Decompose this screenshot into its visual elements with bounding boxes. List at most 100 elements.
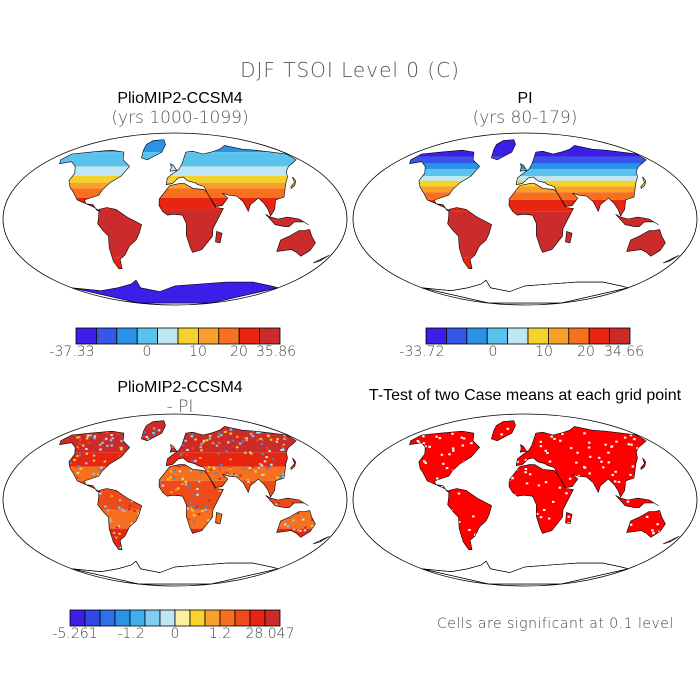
grid-cell xyxy=(681,489,684,491)
grid-cell xyxy=(552,552,555,554)
grid-cell xyxy=(195,554,198,556)
grid-cell xyxy=(339,511,342,513)
grid-cell xyxy=(601,556,604,558)
grid-cell xyxy=(76,476,80,479)
grid-cell xyxy=(218,489,222,492)
grid-cell xyxy=(75,533,78,536)
grid-cell xyxy=(229,538,232,541)
grid-cell xyxy=(512,544,516,547)
grid-cell xyxy=(197,480,201,483)
grid-cell xyxy=(76,487,79,490)
tick-label: 28.047 xyxy=(245,626,295,642)
grid-cell xyxy=(602,539,605,542)
grid-cell xyxy=(249,432,253,435)
grid-cell xyxy=(30,500,33,502)
grid-cell xyxy=(229,468,232,471)
grid-cell xyxy=(258,484,262,487)
grid-cell xyxy=(259,485,262,488)
grid-cell xyxy=(196,483,199,486)
grid-cell xyxy=(243,543,247,546)
grid-cell xyxy=(270,547,274,550)
grid-cell xyxy=(37,547,40,549)
grid-cell xyxy=(164,444,167,447)
grid-cell xyxy=(94,497,97,500)
grid-cell xyxy=(403,488,406,490)
grid-cell xyxy=(217,452,220,455)
grid-cell xyxy=(143,532,146,535)
grid-cell xyxy=(332,503,335,505)
grid-cell xyxy=(124,536,128,539)
grid-cell xyxy=(25,468,28,470)
grid-cell xyxy=(293,468,297,471)
grid-cell xyxy=(173,437,177,440)
grid-cell xyxy=(304,477,308,480)
grid-cell xyxy=(182,503,185,506)
grid-cell xyxy=(609,524,613,527)
grid-cell xyxy=(621,528,625,531)
grid-cell xyxy=(186,497,190,500)
grid-cell xyxy=(77,555,80,557)
grid-cell xyxy=(55,509,58,511)
grid-cell xyxy=(429,555,432,557)
grid-cell xyxy=(420,538,423,541)
grid-cell xyxy=(42,536,45,538)
grid-cell xyxy=(119,465,123,468)
grid-cell xyxy=(316,533,320,536)
grid-cell xyxy=(317,535,321,538)
grid-cell xyxy=(483,443,486,446)
grid-cell xyxy=(331,488,334,490)
grid-cell xyxy=(215,553,218,555)
grid-cell xyxy=(164,515,167,518)
grid-cell xyxy=(78,454,81,457)
grid-cell xyxy=(16,511,19,513)
grid-cell xyxy=(166,455,169,458)
temperature-band xyxy=(409,420,680,550)
grid-cell xyxy=(310,486,314,489)
grid-cell xyxy=(299,506,302,509)
grid-cell xyxy=(477,437,481,440)
grid-cell xyxy=(103,547,106,550)
grid-cell xyxy=(83,551,86,553)
grid-cell xyxy=(285,436,288,439)
grid-cell xyxy=(383,499,386,501)
map-panel-1 xyxy=(2,132,348,306)
grid-cell xyxy=(124,455,128,458)
grid-cell xyxy=(590,500,593,503)
colorbar-swatch xyxy=(548,327,570,345)
grid-cell xyxy=(451,520,454,523)
grid-cell xyxy=(241,440,245,443)
grid-cell xyxy=(690,490,693,492)
grid-cell xyxy=(667,514,671,517)
grid-cell xyxy=(221,424,224,427)
grid-cell xyxy=(583,466,586,469)
grid-cell xyxy=(235,446,239,449)
grid-cell xyxy=(481,549,484,550)
grid-cell xyxy=(64,507,68,510)
grid-cell xyxy=(230,473,234,476)
grid-cell xyxy=(41,484,44,486)
grid-cell xyxy=(119,446,123,449)
grid-cell xyxy=(319,515,322,518)
grid-cell xyxy=(131,432,134,435)
grid-cell xyxy=(279,477,283,480)
grid-cell xyxy=(155,464,159,467)
grid-cell xyxy=(397,503,400,505)
grid-cell xyxy=(492,423,496,426)
grid-cell xyxy=(340,488,343,490)
grid-cell xyxy=(107,425,110,428)
grid-cell xyxy=(275,554,278,556)
grid-cell xyxy=(679,484,682,486)
grid-cell xyxy=(245,423,248,426)
grid-cell xyxy=(116,432,120,435)
antarctica-outline xyxy=(421,279,629,304)
colorbar-swatch xyxy=(159,609,176,627)
grid-cell xyxy=(665,518,669,521)
grid-cell xyxy=(310,525,314,528)
grid-cell xyxy=(185,453,189,456)
grid-cell xyxy=(439,524,443,527)
grid-cell xyxy=(56,483,59,485)
grid-cell xyxy=(105,431,109,434)
grid-cell xyxy=(51,475,54,477)
grid-cell xyxy=(211,442,215,445)
grid-cell xyxy=(87,441,90,444)
